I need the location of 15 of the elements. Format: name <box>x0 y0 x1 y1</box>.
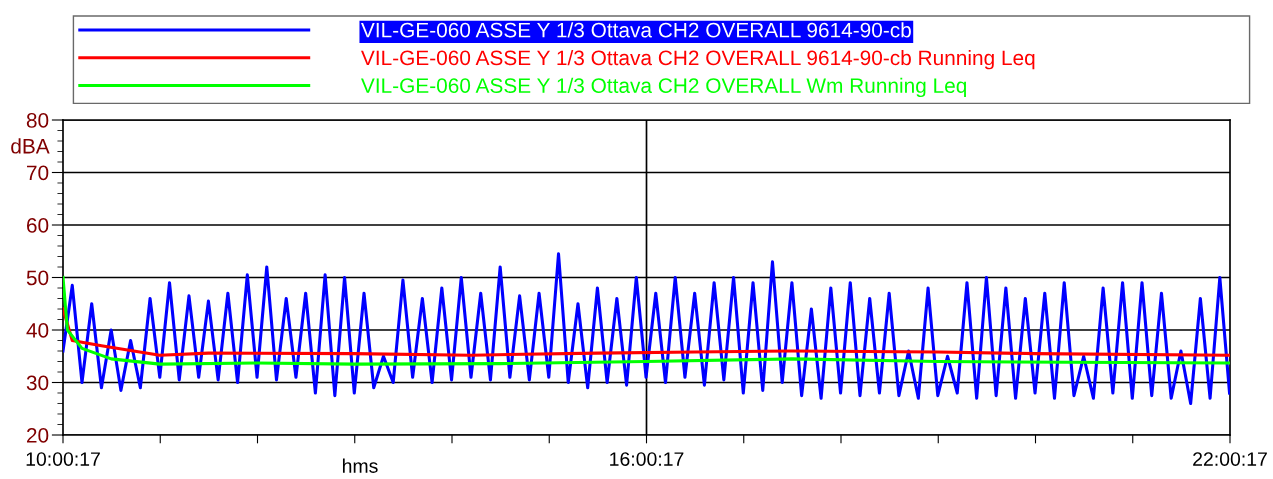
y-tick-label: 50 <box>26 270 49 286</box>
text: VIL-GE-060 ASSE Y 1/3 Ottava CH2 OVERALL 9614-90-cb <box>361 22 911 38</box>
y-tick-label: 60 <box>27 218 49 233</box>
y-tick-label: 30 <box>26 375 49 391</box>
y-tick-label: 20 <box>26 428 49 443</box>
x-axis-title: hms <box>342 458 378 473</box>
text: VIL-GE-060 ASSE Y 1/3 Ottava CH2 OVERALL 9614-90-cb Running Leq <box>361 49 1035 70</box>
x-tick-label: 16:00:17 <box>610 452 684 466</box>
y-axis-title: dBA <box>11 138 50 154</box>
x-tick-label: 10:00:17 <box>26 452 100 466</box>
x-tick-label: 22:00:17 <box>1193 452 1267 466</box>
y-tick-label: 40 <box>26 323 49 338</box>
y-tick-label: 70 <box>27 165 49 181</box>
y-tick-label: 80 <box>26 113 49 128</box>
text: VIL-GE-060 ASSE Y 1/3 Ottava CH2 OVERALL Wm Running Leq <box>361 77 967 98</box>
